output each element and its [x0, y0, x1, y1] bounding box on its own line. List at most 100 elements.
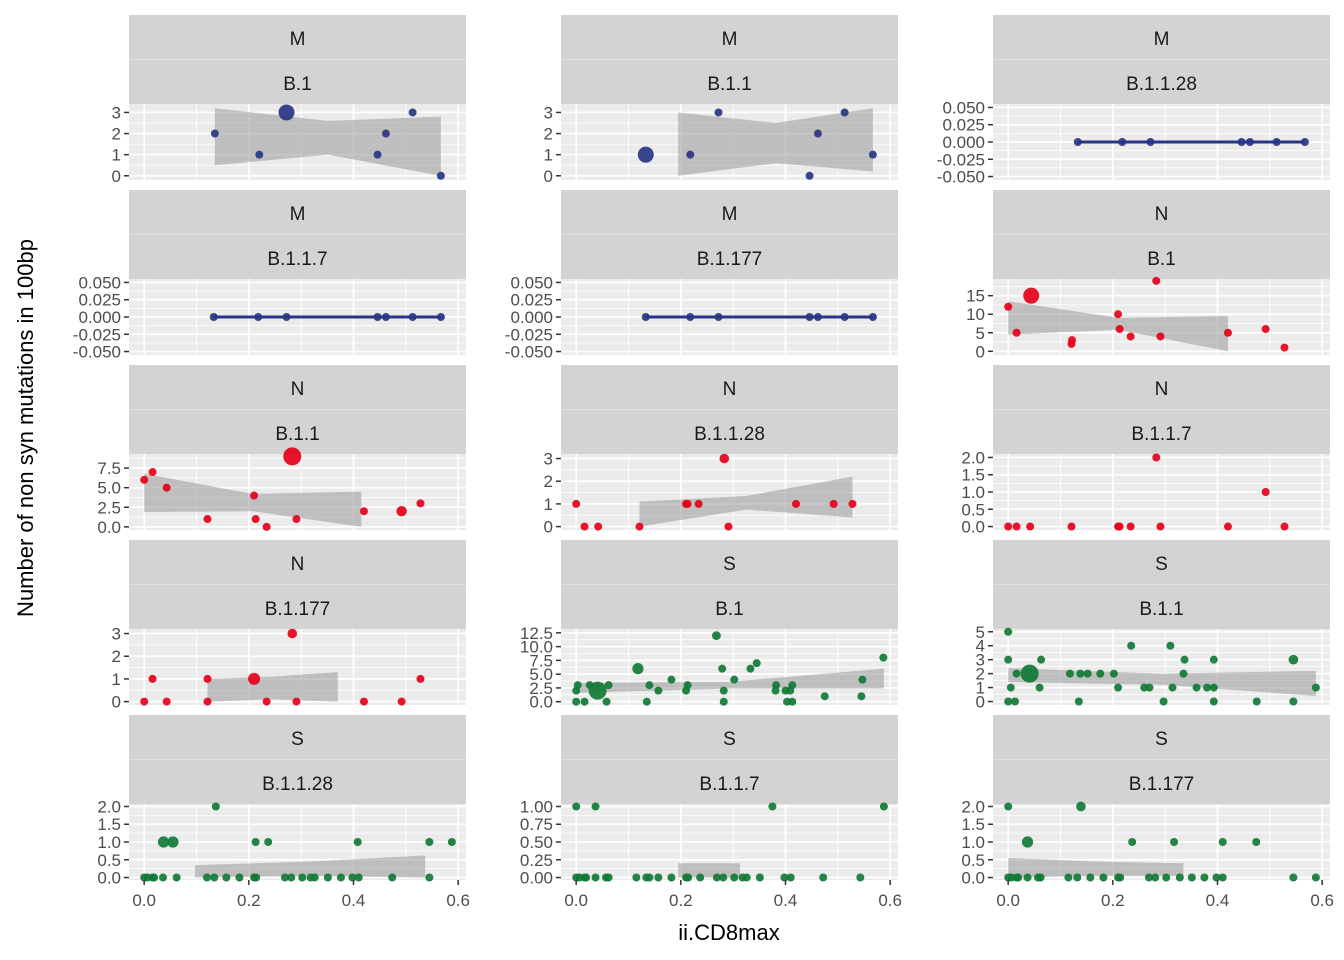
y-tick-label: 0.025 — [78, 291, 121, 310]
data-point — [1012, 669, 1021, 678]
y-tick-label: 0 — [544, 518, 553, 537]
strip-label-gene: S — [1155, 554, 1168, 575]
y-tick-label: 3 — [112, 103, 121, 122]
data-point — [694, 499, 703, 508]
y-tick-label: 1.0 — [961, 483, 985, 502]
data-point — [604, 681, 613, 690]
data-point — [637, 146, 654, 163]
y-tick-label: 7.5 — [97, 459, 121, 478]
data-point — [1116, 873, 1125, 882]
data-point — [632, 873, 641, 882]
data-point — [645, 681, 654, 690]
data-point — [1096, 669, 1105, 678]
data-point — [408, 313, 417, 321]
data-point — [746, 664, 755, 673]
data-point — [1311, 873, 1320, 882]
facet-panel: SB.1.1.282.01.51.00.50.00.0 0.2 0.4 0.6 — [97, 715, 470, 910]
y-tick-label: 2 — [976, 665, 985, 684]
x-tick-label: 0.2 — [669, 891, 693, 910]
y-tick-label: 0 — [544, 167, 553, 186]
data-point — [262, 697, 271, 706]
y-tick-label: 1.5 — [961, 466, 985, 485]
y-tick-label: 1 — [544, 495, 553, 514]
facet-panel: M B.1 0 1 2 3 — [112, 15, 466, 186]
data-point — [1010, 697, 1019, 706]
data-point — [820, 692, 829, 701]
y-tick-label: 2.0 — [961, 448, 985, 467]
data-point — [1109, 669, 1118, 678]
y-tick-label: 0.75 — [520, 815, 553, 834]
data-point — [203, 674, 212, 683]
y-tick-label: 12.5 — [520, 624, 553, 643]
data-point — [772, 681, 781, 690]
data-point — [264, 838, 273, 846]
strip-label-gene: M — [722, 29, 738, 50]
y-tick-label: 3 — [544, 450, 553, 469]
strip-label-gene: N — [1155, 204, 1169, 225]
data-point — [1126, 332, 1135, 341]
y-tick-label: 0.025 — [942, 116, 985, 135]
data-point — [1127, 641, 1136, 650]
data-point — [248, 672, 261, 685]
data-point — [252, 873, 261, 882]
strip-label-gene: M — [722, 204, 738, 225]
data-point — [879, 653, 888, 662]
y-tick-label: 1 — [112, 146, 121, 165]
data-point — [580, 697, 589, 706]
x-tick-label: 0.2 — [237, 891, 261, 910]
data-point — [1170, 838, 1179, 846]
data-point — [642, 697, 651, 706]
data-point — [211, 802, 220, 811]
y-tick-label: 1.0 — [97, 833, 121, 852]
strip-label-lineage: B.1.1.7 — [699, 774, 759, 795]
data-point — [209, 313, 218, 321]
data-point — [594, 522, 603, 531]
panels-layer: MB.10123MB.1.10123MB.1.1.280.0500.0250.0… — [73, 15, 1334, 910]
strip-label-gene: S — [723, 554, 736, 575]
data-point — [251, 838, 260, 846]
data-point — [381, 313, 390, 321]
strip-label-lineage: B.1.1.7 — [1131, 424, 1191, 445]
y-tick-label: 1.5 — [97, 815, 121, 834]
confidence-band — [678, 108, 873, 176]
y-tick-label: 0.050 — [510, 273, 553, 292]
strip-label-lineage: B.1 — [715, 599, 744, 620]
data-point — [768, 802, 777, 811]
data-point — [157, 836, 170, 848]
data-point — [582, 873, 591, 882]
y-tick-label: 2 — [544, 125, 553, 144]
data-point — [1004, 522, 1013, 531]
confidence-band — [576, 668, 884, 693]
data-point — [210, 873, 219, 882]
facet-panel: N B.1.1.28 3 2 1 0 — [544, 365, 898, 537]
y-tick-label: 5 — [976, 623, 985, 642]
data-point — [1012, 522, 1021, 531]
data-point — [805, 171, 814, 180]
data-point — [140, 697, 149, 706]
data-point — [1146, 138, 1155, 146]
y-axis-title: Number of non syn mutations in 100bp — [13, 239, 38, 617]
y-tick-label: 0.000 — [510, 308, 553, 327]
data-point — [1004, 802, 1013, 811]
x-tick-label: 0.4 — [1206, 891, 1230, 910]
y-tick-label: 0.25 — [520, 851, 553, 870]
data-point — [1004, 302, 1013, 311]
data-point — [752, 659, 761, 668]
data-point — [203, 697, 212, 706]
data-point — [280, 873, 289, 882]
data-point — [203, 515, 212, 524]
data-point — [1012, 328, 1021, 337]
data-point — [572, 697, 581, 706]
y-tick-label: 1.5 — [961, 815, 985, 834]
data-point — [572, 499, 581, 508]
y-tick-label: 0.000 — [78, 308, 121, 327]
data-point — [1004, 655, 1013, 664]
data-point — [1168, 683, 1177, 692]
data-point — [786, 873, 795, 882]
y-tick-label: 10.0 — [520, 638, 553, 657]
data-point — [858, 675, 867, 684]
data-point — [292, 697, 301, 706]
